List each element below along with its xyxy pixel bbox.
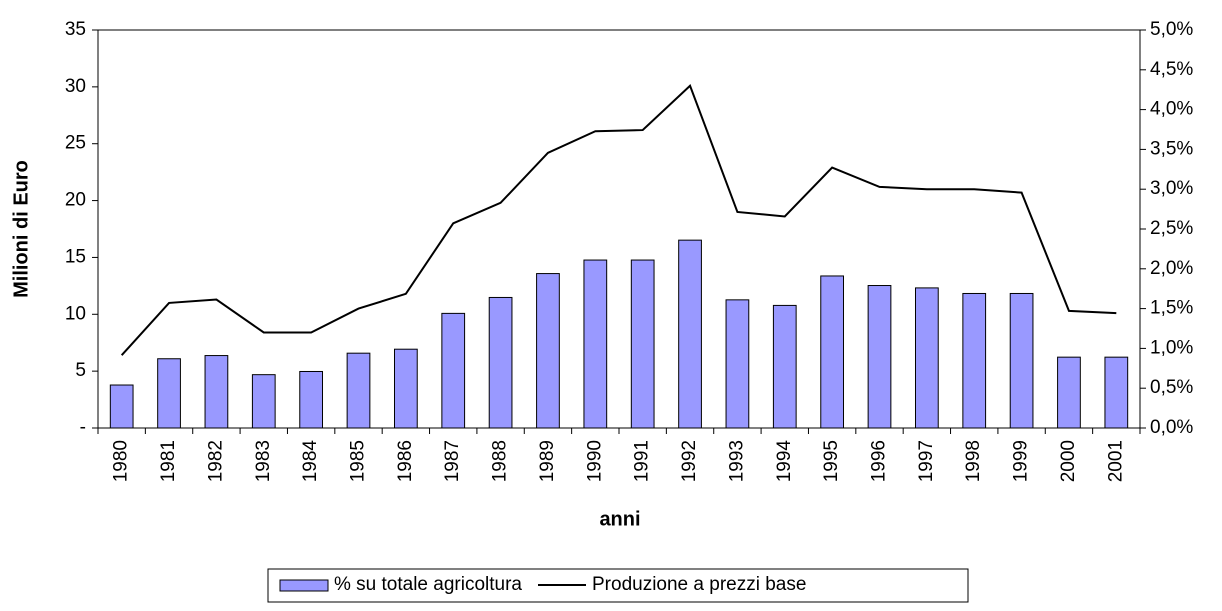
y2-tick-label: 0,5% [1150, 377, 1193, 398]
x-tick-label: 1981 [158, 440, 179, 482]
y2-tick-label: 3,0% [1150, 178, 1193, 199]
y-tick-label: 10 [65, 303, 86, 324]
x-tick-label: 2000 [1058, 440, 1079, 482]
y2-tick-label: 2,5% [1150, 218, 1193, 239]
x-tick-label: 1987 [442, 440, 463, 482]
x-tick-label: 1986 [395, 440, 416, 482]
y-axis-label: Milioni di Euro [10, 160, 32, 298]
bar [488, 296, 513, 429]
x-tick-label: 1996 [869, 440, 890, 482]
x-tick-label: 1984 [300, 440, 321, 483]
bar [536, 273, 560, 429]
bar [725, 299, 750, 429]
x-tick-label: 1997 [916, 440, 937, 482]
bar [393, 348, 418, 429]
x-tick-label: 1991 [632, 440, 653, 482]
bar [1057, 356, 1081, 429]
x-tick-label: 1995 [821, 440, 842, 482]
x-tick-label: 1993 [726, 440, 747, 482]
x-tick-label: 1985 [348, 440, 369, 482]
legend-label: Produzione a prezzi base [592, 574, 806, 595]
x-tick-label: 1982 [205, 440, 226, 482]
bar [204, 355, 229, 429]
y-tick-label: 25 [65, 133, 86, 154]
y2-tick-label: 3,5% [1150, 138, 1193, 159]
x-tick-label: 1998 [963, 440, 984, 482]
y-tick-label: 35 [65, 19, 86, 40]
y2-tick-label: 2,0% [1150, 258, 1193, 279]
bar [914, 287, 939, 429]
y-tick-label: 5 [75, 360, 86, 381]
y-tick-label: 15 [65, 246, 86, 267]
y2-tick-label: 4,0% [1150, 99, 1193, 120]
y2-tick-label: 4,5% [1150, 59, 1193, 80]
bar [820, 275, 845, 429]
bar [346, 352, 371, 429]
legend-label: % su totale agricoltura [334, 574, 522, 595]
bar [962, 292, 987, 429]
bar [109, 384, 134, 429]
bar [867, 285, 892, 429]
x-tick-label: 2001 [1105, 440, 1126, 482]
legend-swatch [279, 579, 329, 592]
bar [630, 259, 655, 429]
x-tick-label: 1980 [111, 440, 132, 482]
bar [1104, 356, 1129, 429]
bar [1009, 292, 1034, 429]
x-axis-label: anni [599, 508, 640, 530]
bar [678, 239, 702, 429]
x-tick-label: 1994 [774, 440, 795, 483]
y2-tick-label: 0,0% [1150, 417, 1193, 438]
y-tick-label: 30 [65, 76, 86, 97]
y-tick-label: - [80, 417, 86, 438]
x-tick-label: 1992 [679, 440, 700, 482]
x-tick-label: 1989 [537, 440, 558, 482]
line [120, 83, 1117, 356]
x-tick-label: 1983 [253, 440, 274, 482]
y2-tick-label: 1,0% [1150, 337, 1193, 358]
bar [441, 312, 466, 429]
x-tick-label: 1999 [1011, 440, 1032, 482]
y2-tick-label: 1,5% [1150, 298, 1193, 319]
x-tick-label: 1988 [490, 440, 511, 482]
x-tick-label: 1990 [584, 440, 605, 482]
y-tick-label: 20 [65, 190, 86, 211]
bar [157, 358, 181, 429]
bar [251, 374, 276, 429]
bar [299, 370, 324, 429]
bar [772, 304, 797, 429]
y2-tick-label: 5,0% [1150, 19, 1193, 40]
bar [583, 259, 608, 429]
legend-box [267, 568, 969, 603]
